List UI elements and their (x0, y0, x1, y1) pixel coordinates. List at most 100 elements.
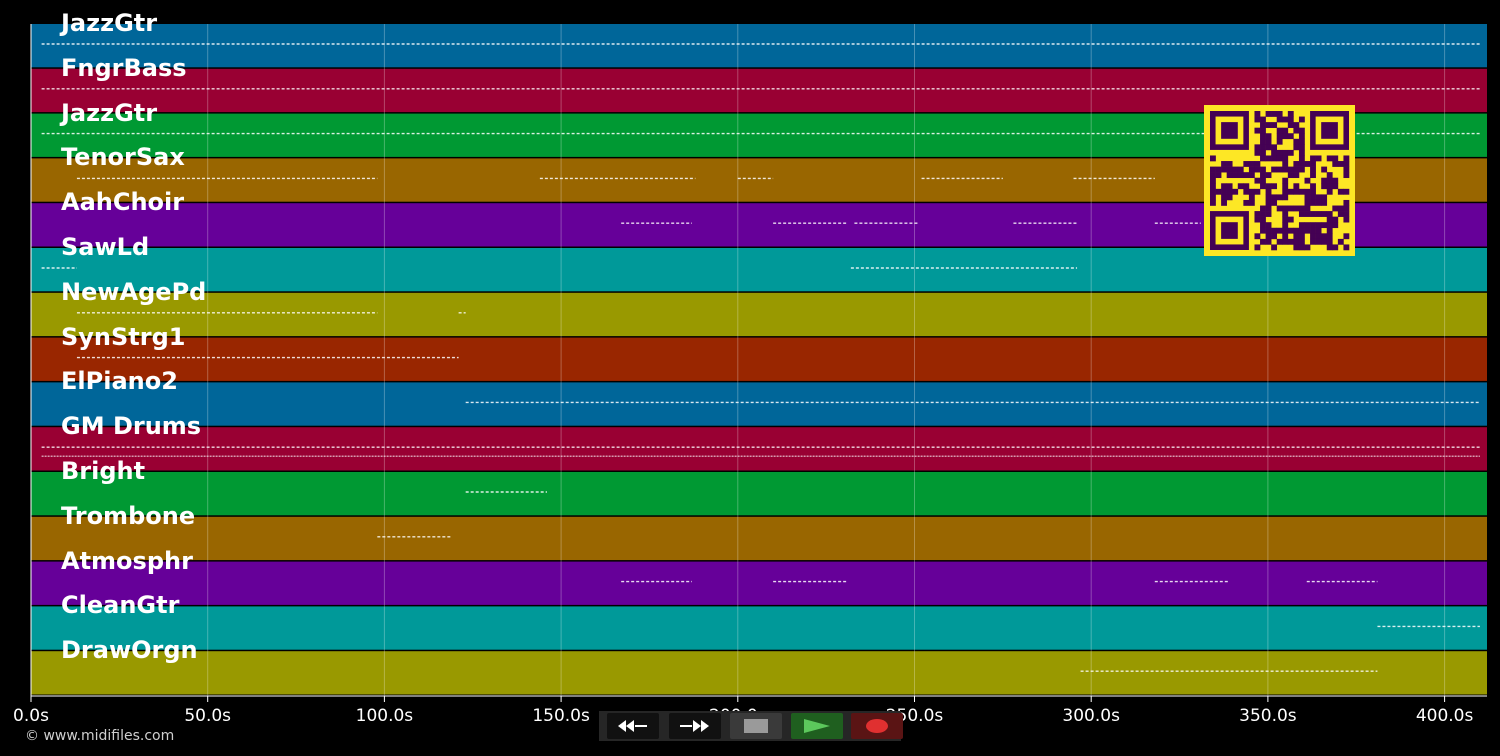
qr-module (1287, 172, 1294, 179)
qr-module (1293, 127, 1300, 134)
qr-module (1271, 111, 1278, 117)
qr-module (1321, 211, 1328, 217)
qr-module (1298, 149, 1305, 156)
qr-module (1215, 172, 1222, 179)
qr-module (1310, 183, 1316, 190)
qr-module (1271, 194, 1278, 201)
qr-module (1265, 144, 1272, 151)
qr-module (1298, 144, 1305, 151)
qr-module (1293, 122, 1300, 128)
qr-module (1260, 127, 1266, 134)
qr-module (1243, 172, 1250, 179)
qr-module (1254, 244, 1261, 251)
qr-module (1276, 155, 1283, 162)
qr-module (1260, 149, 1266, 156)
qr-module (1321, 194, 1328, 201)
qr-module (1310, 172, 1316, 179)
qr-module (1287, 227, 1294, 234)
qr-module (1254, 111, 1261, 117)
qr-module (1304, 188, 1311, 195)
qr-module (1254, 211, 1261, 217)
track-label: ElPiano2 (61, 367, 178, 396)
qr-module (1326, 155, 1333, 162)
qr-module (1260, 122, 1266, 128)
qr-module (1343, 199, 1350, 206)
qr-module (1226, 188, 1233, 195)
qr-module (1265, 111, 1272, 117)
qr-module (1293, 188, 1300, 195)
track-lane (31, 516, 1487, 561)
qr-module (1243, 161, 1250, 167)
play-button[interactable] (791, 713, 843, 739)
qr-module (1321, 222, 1328, 229)
qr-module (1254, 161, 1261, 167)
qr-module (1271, 144, 1278, 151)
track-label: JazzGtr (61, 9, 158, 37)
track-label: FngrBass (61, 53, 187, 82)
qr-module (1210, 172, 1216, 179)
qr-module (1260, 238, 1266, 245)
qr-module (1265, 172, 1272, 179)
qr-module (1271, 199, 1278, 206)
track-label: AahChoir (61, 188, 185, 217)
qr-module (1237, 166, 1244, 173)
qr-module (1210, 166, 1216, 173)
track-label: Bright (61, 457, 146, 485)
qr-module (1321, 183, 1328, 190)
qr-module (1271, 149, 1278, 156)
qr-module (1260, 144, 1266, 151)
qr-module (1304, 205, 1311, 212)
qr-module (1326, 233, 1333, 240)
qr-module (1254, 116, 1261, 123)
qr-module (1276, 149, 1283, 156)
qr-module (1326, 227, 1333, 234)
qr-module (1298, 161, 1305, 167)
qr-module (1265, 205, 1272, 212)
qr-module (1343, 155, 1350, 162)
qr-module (1293, 161, 1300, 167)
track-lane (31, 68, 1487, 113)
qr-module (1215, 188, 1222, 195)
qr-module (1221, 166, 1227, 173)
qr-module (1221, 188, 1227, 195)
qr-module (1293, 183, 1300, 190)
qr-module (1254, 177, 1261, 184)
playback-controls (599, 711, 903, 741)
qr-module (1298, 116, 1305, 123)
qr-module (1265, 183, 1272, 190)
track-label: SynStrg1 (61, 322, 186, 351)
qr-module (1276, 238, 1283, 245)
qr-module (1293, 144, 1300, 151)
qr-module (1282, 161, 1289, 167)
qr-module (1210, 188, 1216, 195)
qr-module (1287, 149, 1294, 156)
qr-module (1304, 211, 1311, 217)
qr-module (1271, 155, 1278, 162)
qr-module (1332, 177, 1339, 184)
record-button[interactable] (851, 713, 903, 739)
rewind-button[interactable] (607, 713, 659, 739)
qr-module (1298, 244, 1305, 251)
qr-module (1226, 194, 1233, 201)
qr-module (1254, 149, 1261, 156)
qr-module (1293, 172, 1300, 179)
qr-module (1282, 233, 1289, 240)
qr-module (1260, 177, 1266, 184)
qr-module (1310, 199, 1316, 206)
qr-module (1332, 161, 1339, 167)
qr-code-image (1210, 111, 1350, 251)
qr-module (1232, 188, 1239, 195)
qr-module (1310, 211, 1316, 217)
qr-module (1321, 233, 1328, 240)
stop-button[interactable] (730, 713, 782, 739)
qr-module (1287, 238, 1294, 245)
qr-module (1282, 116, 1289, 123)
qr-module (1254, 188, 1261, 195)
qr-module (1265, 211, 1272, 217)
qr-module (1287, 133, 1294, 140)
qr-module (1260, 211, 1266, 217)
qr-module (1210, 177, 1216, 184)
fast-forward-button[interactable] (669, 713, 721, 739)
qr-module (1315, 211, 1322, 217)
qr-module (1304, 227, 1311, 234)
